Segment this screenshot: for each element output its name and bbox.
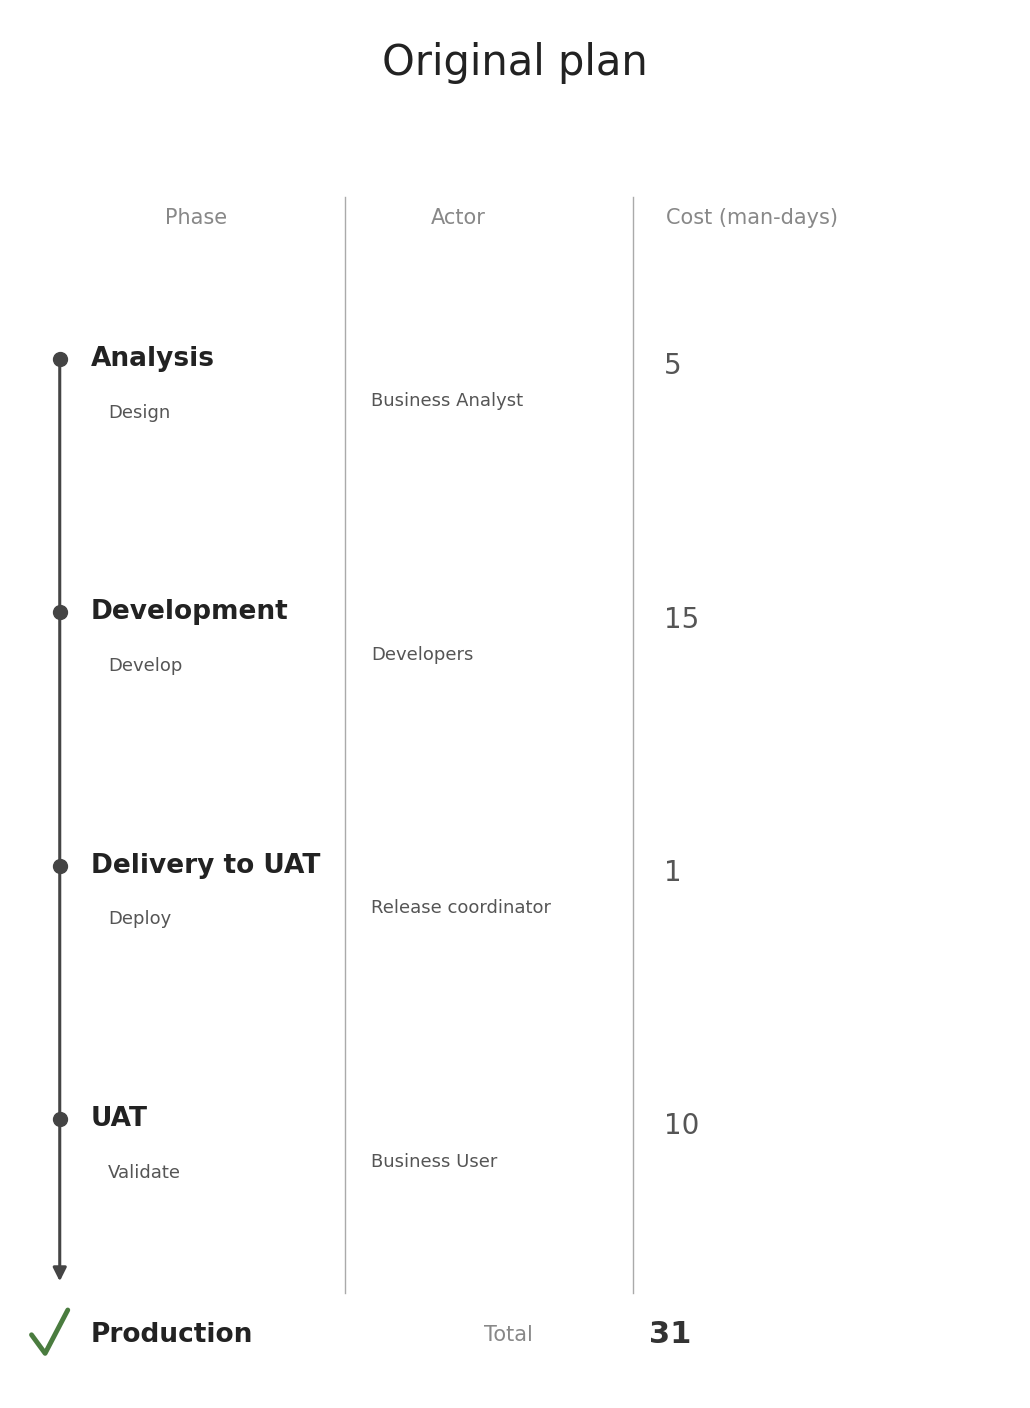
Text: Total: Total bbox=[484, 1325, 533, 1345]
Text: Original plan: Original plan bbox=[382, 42, 648, 84]
Text: Production: Production bbox=[91, 1322, 253, 1347]
Text: Phase: Phase bbox=[165, 208, 227, 228]
Text: Release coordinator: Release coordinator bbox=[371, 900, 551, 917]
Text: UAT: UAT bbox=[91, 1107, 147, 1132]
Text: Business Analyst: Business Analyst bbox=[371, 393, 523, 410]
Text: Deploy: Deploy bbox=[108, 911, 171, 928]
Text: Cost (man-days): Cost (man-days) bbox=[666, 208, 837, 228]
Text: Development: Development bbox=[91, 600, 288, 625]
Text: 31: 31 bbox=[649, 1321, 691, 1349]
Text: 1: 1 bbox=[664, 859, 682, 887]
Text: Analysis: Analysis bbox=[91, 346, 214, 372]
Text: 10: 10 bbox=[664, 1112, 699, 1140]
Text: Actor: Actor bbox=[431, 208, 486, 228]
Text: Validate: Validate bbox=[108, 1164, 181, 1181]
Text: 15: 15 bbox=[664, 605, 699, 634]
Text: Develop: Develop bbox=[108, 658, 182, 674]
Text: Delivery to UAT: Delivery to UAT bbox=[91, 853, 320, 879]
Text: Developers: Developers bbox=[371, 646, 473, 663]
Text: Business User: Business User bbox=[371, 1153, 497, 1170]
Text: 5: 5 bbox=[664, 352, 682, 380]
Text: Design: Design bbox=[108, 404, 170, 421]
